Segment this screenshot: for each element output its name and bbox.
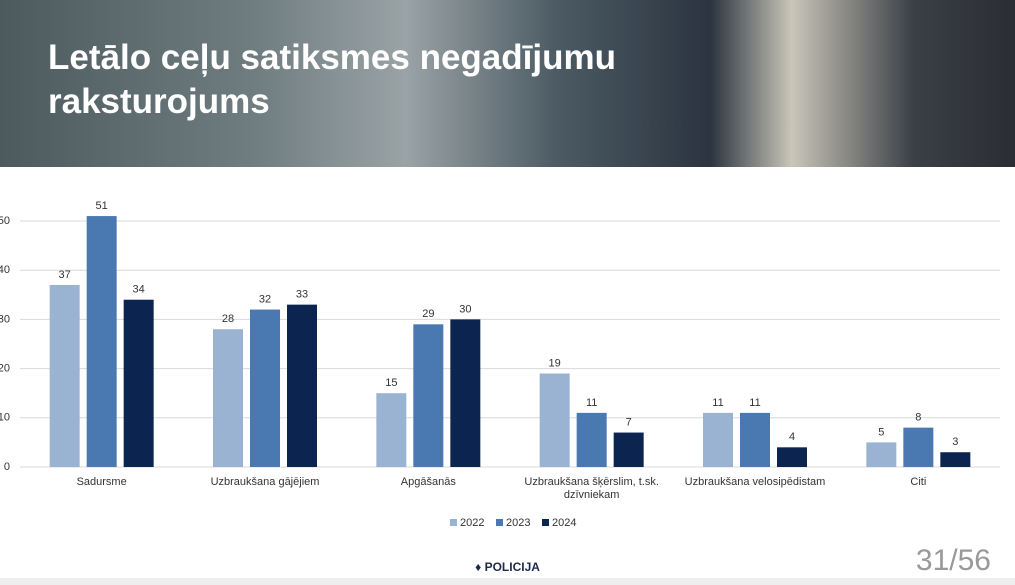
x-tick-label: Uzbraukšana šķērslim, t.sk. dzīvniekam [524, 476, 659, 501]
footer-bar [0, 578, 1015, 585]
bar [576, 412, 607, 467]
data-label: 4 [789, 431, 795, 443]
y-tick-label: 50 [0, 215, 10, 227]
data-label: 28 [222, 313, 234, 325]
x-tick-label: Apgāšanās [400, 476, 456, 488]
x-tick-label: Sadursme [76, 476, 127, 488]
data-label: 11 [712, 397, 723, 409]
legend-label: 2022 [460, 517, 484, 529]
bar [903, 427, 934, 467]
x-tick-label: Citi [910, 476, 927, 488]
bar [213, 329, 243, 467]
data-label: 51 [96, 200, 108, 212]
x-tick-label: Uzbraukšana gājējiem [210, 476, 320, 488]
data-label: 3 [952, 436, 958, 448]
data-label: 11 [749, 397, 760, 409]
y-tick-label: 40 [0, 264, 10, 276]
bar [613, 432, 644, 467]
bar [703, 412, 733, 467]
bar [49, 284, 80, 467]
legend-label: 2023 [506, 517, 530, 529]
bar [740, 412, 770, 467]
data-label: 8 [915, 412, 921, 424]
bar [287, 304, 317, 467]
logo-text: POLICIJA [484, 560, 540, 574]
bar [123, 299, 154, 467]
y-tick-label: 30 [0, 313, 10, 325]
legend-swatch [450, 519, 457, 526]
bar [413, 324, 444, 467]
bar [376, 393, 407, 467]
bar [866, 442, 897, 467]
y-tick-label: 20 [0, 363, 10, 375]
data-label: 32 [259, 293, 271, 305]
data-label: 33 [296, 289, 308, 301]
bar [940, 452, 971, 467]
data-label: 34 [133, 284, 145, 296]
data-label: 30 [459, 303, 471, 315]
y-tick-label: 0 [4, 461, 10, 473]
data-label: 15 [385, 377, 397, 389]
data-label: 7 [626, 416, 632, 428]
data-label: 5 [878, 426, 884, 438]
bar [777, 447, 807, 467]
data-label: 11 [586, 397, 597, 409]
data-label: 19 [549, 357, 561, 369]
x-tick-label: Uzbraukšana velosipēdistam [684, 476, 826, 488]
bar [450, 319, 481, 467]
legend-swatch [542, 519, 549, 526]
slide-title: Letālo ceļu satiksmes negadījumu rakstur… [48, 38, 616, 121]
legend-label: 2024 [552, 517, 576, 529]
header-image [0, 0, 1015, 167]
y-tick-label: 10 [0, 412, 10, 424]
data-label: 37 [59, 269, 71, 281]
legend-swatch [496, 519, 503, 526]
bar [86, 216, 117, 467]
logo: ♦ POLICIJA [475, 560, 540, 574]
bar [250, 309, 280, 467]
bar [539, 373, 570, 467]
data-label: 29 [422, 308, 434, 320]
page-number: 31/56 [915, 544, 991, 577]
